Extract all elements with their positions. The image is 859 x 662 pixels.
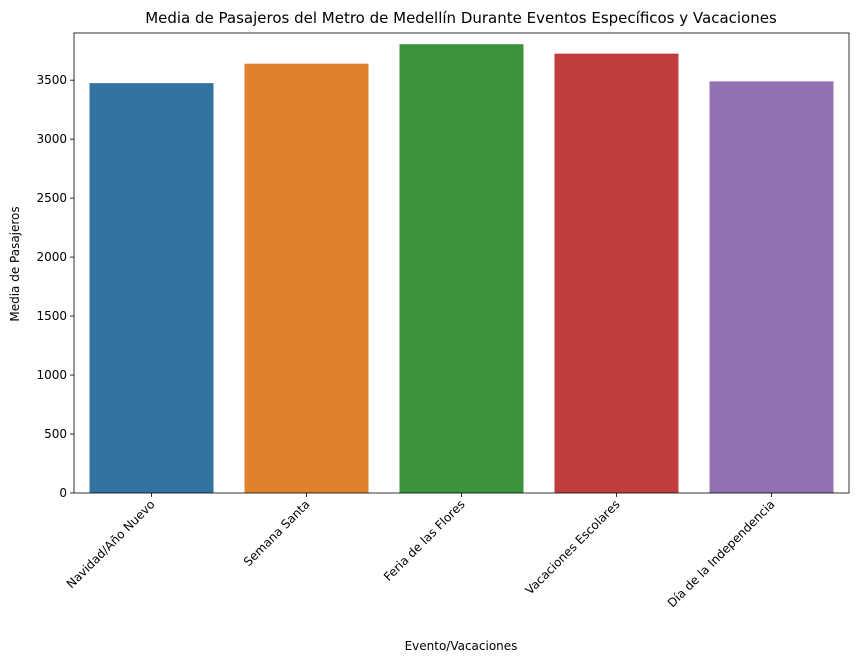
bar-4 (709, 81, 834, 494)
y-axis-label: Media de Pasajeros (8, 206, 22, 321)
y-tick-label-5: 2500 (36, 191, 67, 205)
x-tick-label-3: Vacaciones Escolares (522, 497, 622, 597)
plot-area: 0 500 1000 1500 2000 2500 3000 3500 Navidad/Año … (36, 32, 850, 610)
y-tick-label-2: 1000 (36, 368, 67, 382)
bar-1 (244, 63, 369, 494)
x-tick-label-1: Semana Santa (241, 497, 313, 569)
chart-title: Media de Pasajeros del Metro de Medellín… (145, 9, 777, 27)
y-tick-label-6: 3000 (36, 132, 67, 146)
x-tick-label-2: Feria de las Flores (381, 497, 468, 584)
bar-0 (89, 83, 214, 493)
y-tick-label-1: 500 (44, 427, 67, 441)
bar-2 (399, 44, 524, 494)
y-tick-label-7: 3500 (36, 73, 67, 87)
x-axis-label: Evento/Vacaciones (405, 639, 518, 653)
y-tick-label-4: 2000 (36, 250, 67, 264)
y-tick-label-3: 1500 (36, 309, 67, 323)
bar-3 (554, 53, 679, 493)
y-tick-label-0: 0 (59, 486, 67, 500)
x-tick-label-0: Navidad/Año Nuevo (64, 497, 158, 591)
x-tick-label-4: Día de la Independencia (665, 497, 778, 610)
plot-frame (73, 32, 850, 494)
